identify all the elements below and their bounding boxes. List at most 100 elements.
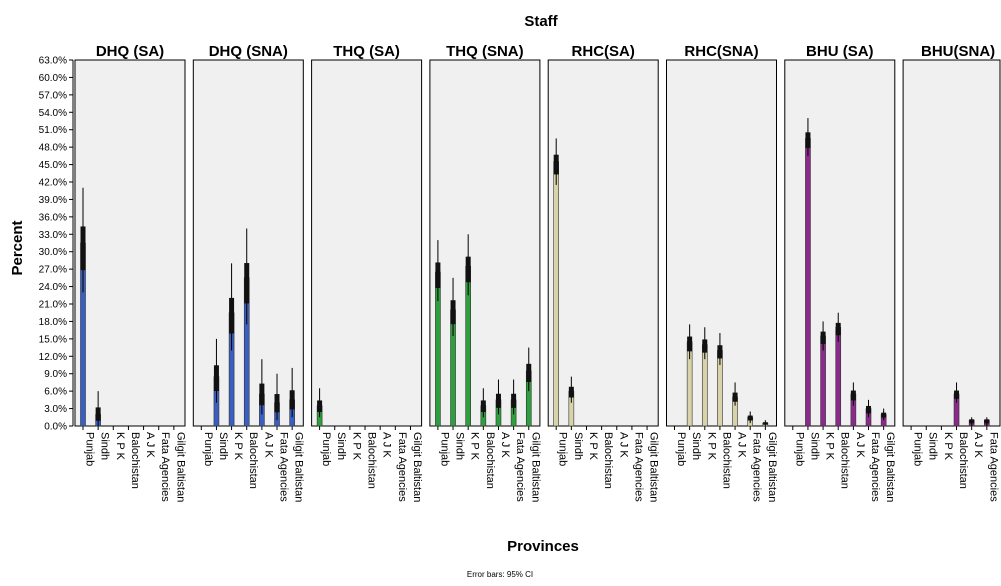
error-band	[95, 407, 101, 421]
x-tick-label: Sindh	[808, 432, 820, 460]
panel-background	[311, 59, 423, 427]
x-tick-label: A J K	[144, 432, 156, 458]
x-tick-label: K P K	[942, 432, 954, 461]
error-band	[820, 331, 826, 344]
x-tick-label: Fata Agencies	[751, 432, 763, 502]
error-band	[762, 422, 768, 425]
error-band	[881, 412, 887, 418]
error-band	[984, 419, 990, 424]
x-tick-label: K P K	[232, 432, 244, 461]
panel: THQ (SNA) Punjab Sindh K P K Balochistan A J …	[429, 43, 541, 502]
error-band	[732, 392, 738, 402]
x-tick-label: Sindh	[217, 432, 229, 460]
panel: DHQ (SNA) Punjab Sindh K P K Balochistan A J …	[192, 43, 305, 502]
x-tick-label: Fata Agencies	[632, 432, 644, 502]
error-band	[526, 363, 532, 382]
y-tick-label: 57.0%	[39, 90, 67, 101]
error-band	[553, 154, 559, 175]
x-tick-label: A J K	[736, 432, 748, 458]
footnote: Error bars: 95% CI	[467, 570, 533, 579]
panel-title: BHU (SA)	[806, 43, 874, 60]
y-tick-label: 24.0%	[39, 282, 67, 293]
x-tick-label: Sindh	[335, 432, 347, 460]
x-tick-label: K P K	[705, 432, 717, 461]
x-axis-title: Provinces	[507, 538, 579, 555]
error-band	[450, 300, 456, 325]
error-band	[511, 393, 517, 408]
y-tick-label: 36.0%	[39, 212, 67, 223]
panel-background	[547, 59, 659, 427]
x-tick-label: Gilgit Baltistan	[293, 432, 305, 502]
x-tick-label: Sindh	[454, 432, 466, 460]
y-tick-label: 60.0%	[39, 73, 67, 84]
error-band	[317, 400, 323, 413]
error-band	[747, 415, 753, 421]
error-band	[480, 400, 486, 413]
x-tick-label: K P K	[824, 432, 836, 461]
x-tick-label: Sindh	[927, 432, 939, 460]
y-tick-label: 63.0%	[39, 56, 67, 67]
x-tick-label: Gilgit Baltistan	[884, 432, 896, 502]
x-tick-label: Punjab	[793, 432, 805, 466]
panel: RHC(SNA) Punjab Sindh K P K Balochistan A J K…	[666, 43, 778, 502]
x-tick-label: Balochistan	[366, 432, 378, 489]
x-tick-label: Sindh	[690, 432, 702, 460]
y-tick-label: 54.0%	[39, 108, 67, 119]
error-band	[954, 390, 960, 399]
panels: 0.0% 3.0% 6.0% 9.0% 12.0% 15.0% 18.0% 21.0% 24.0…	[39, 43, 1001, 502]
error-band	[850, 390, 856, 401]
x-tick-label: Fata Agencies	[159, 432, 171, 502]
bar	[805, 138, 811, 427]
y-axis-title: Percent	[9, 220, 26, 275]
y-tick-label: 6.0%	[44, 387, 67, 398]
x-tick-label: Punjab	[912, 432, 924, 466]
x-tick-label: Balochistan	[602, 432, 614, 489]
y-tick-label: 12.0%	[39, 352, 67, 363]
error-band	[969, 419, 975, 424]
x-tick-label: K P K	[587, 432, 599, 461]
y-tick-label: 51.0%	[39, 125, 67, 136]
panel-title: RHC(SA)	[572, 43, 635, 60]
error-band	[289, 390, 295, 410]
panel: DHQ (SA) Punjab Sindh K P K Balochistan A J K…	[74, 43, 186, 502]
x-tick-label: Balochistan	[484, 432, 496, 489]
panel-background	[74, 59, 186, 427]
panel-title: RHC(SNA)	[684, 43, 758, 60]
x-tick-label: Balochistan	[839, 432, 851, 489]
x-tick-label: Balochistan	[247, 432, 259, 489]
error-band	[229, 297, 235, 334]
error-band	[213, 365, 219, 391]
x-tick-label: A J K	[262, 432, 274, 458]
error-band	[702, 339, 708, 353]
error-band	[259, 383, 265, 406]
x-tick-label: Punjab	[675, 432, 687, 466]
x-tick-label: Balochistan	[957, 432, 969, 489]
error-band	[687, 336, 693, 352]
panel-title: THQ (SNA)	[446, 43, 524, 60]
x-tick-label: A J K	[381, 432, 393, 458]
x-tick-label: Fata Agencies	[396, 432, 408, 502]
x-tick-label: Gilgit Baltistan	[174, 432, 186, 502]
panel-title: DHQ (SA)	[96, 43, 164, 60]
y-tick-label: 3.0%	[44, 404, 67, 415]
x-tick-label: A J K	[854, 432, 866, 458]
x-tick-label: Gilgit Baltistan	[766, 432, 778, 502]
x-tick-label: Punjab	[320, 432, 332, 466]
error-band	[435, 262, 441, 289]
x-tick-label: A J K	[499, 432, 511, 458]
y-tick-label: 18.0%	[39, 317, 67, 328]
x-tick-label: Gilgit Baltistan	[411, 432, 423, 502]
y-tick-label: 45.0%	[39, 160, 67, 171]
y-tick-label: 30.0%	[39, 247, 67, 258]
panel-background	[429, 59, 541, 427]
error-band	[717, 345, 723, 359]
y-tick-label: 33.0%	[39, 230, 67, 241]
x-tick-label: Fata Agencies	[869, 432, 881, 502]
bar	[553, 161, 560, 427]
panel: BHU(SNA) Punjab Sindh K P K Balochistan A J K…	[902, 43, 1001, 502]
y-tick-label: 39.0%	[39, 195, 67, 206]
x-tick-label: Punjab	[438, 432, 450, 466]
x-tick-label: Sindh	[572, 432, 584, 460]
panel-background	[902, 59, 1001, 427]
